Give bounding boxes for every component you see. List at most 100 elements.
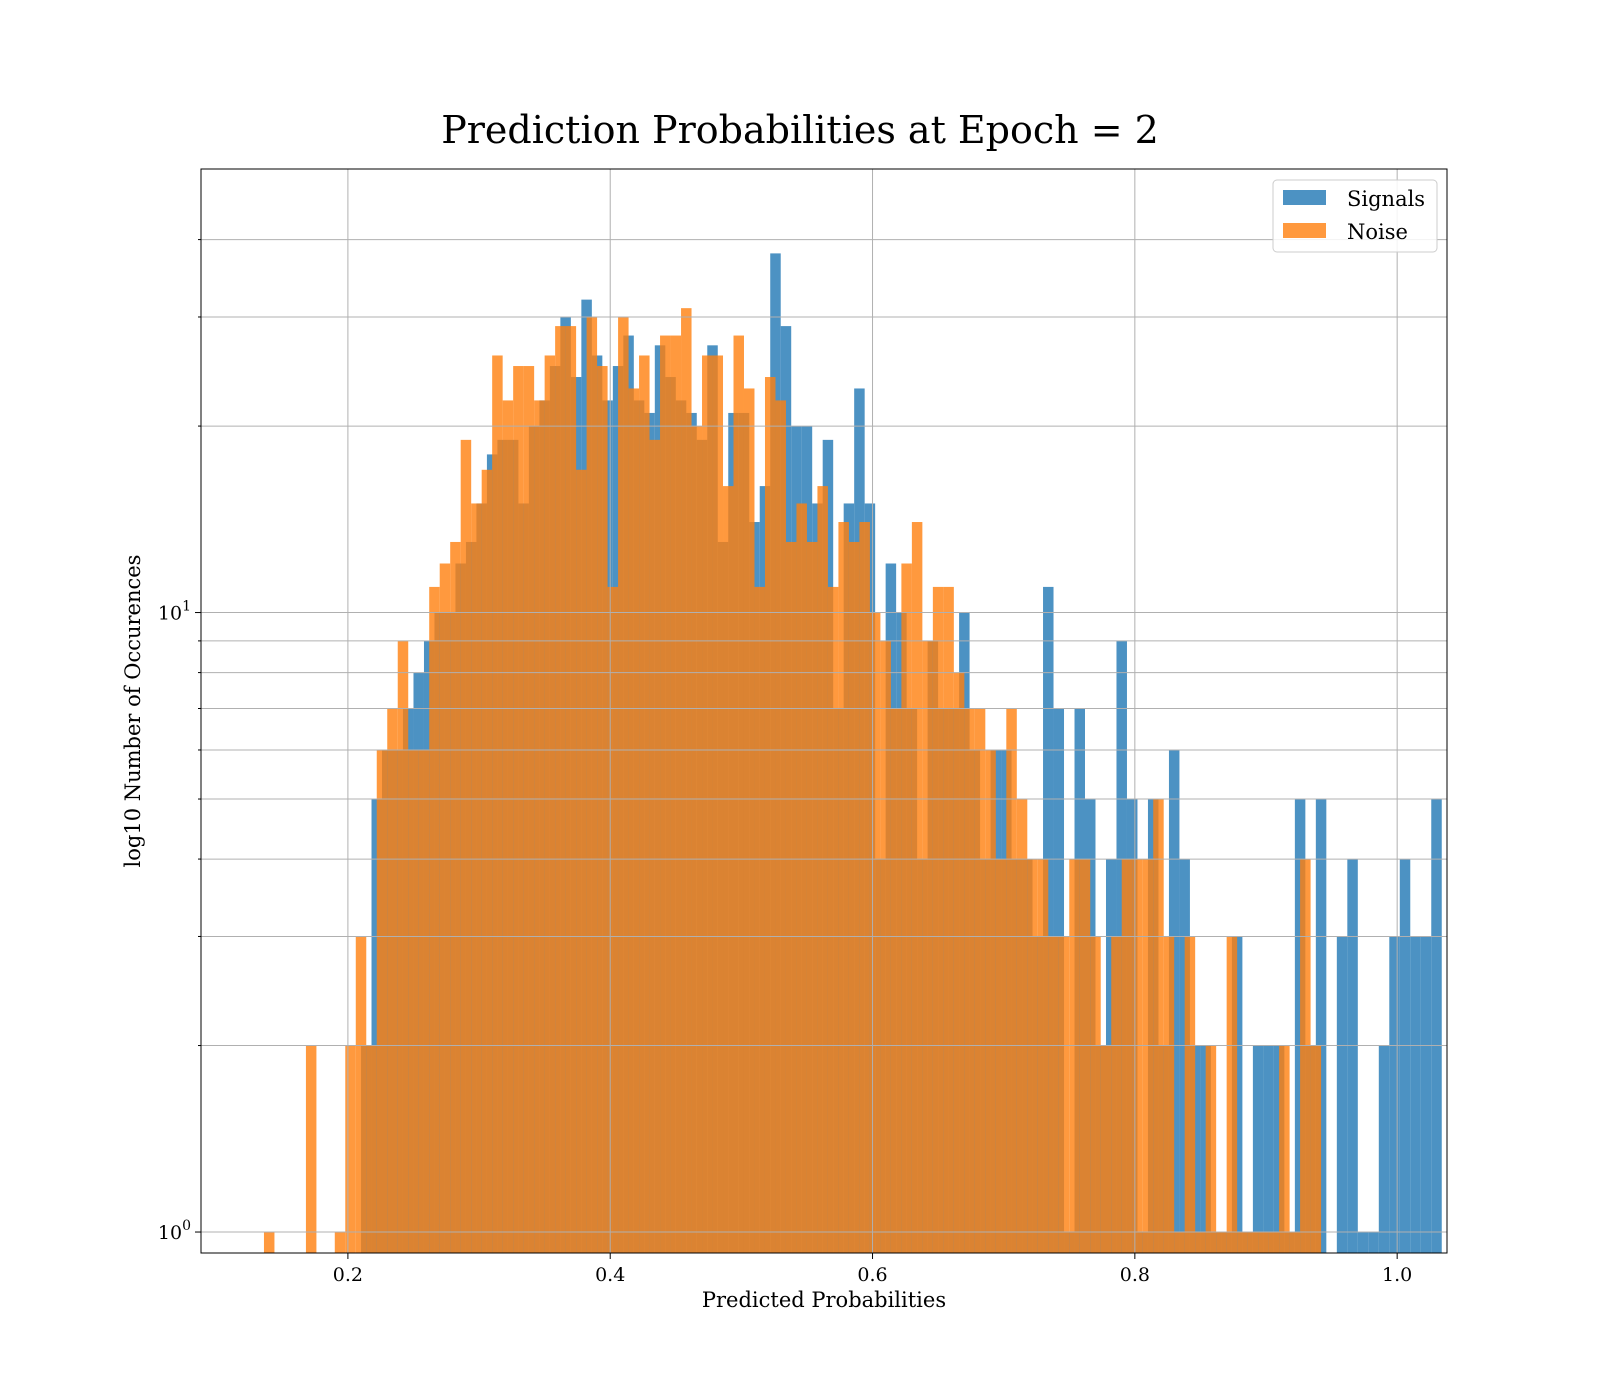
legend-swatch-signals (1283, 190, 1326, 205)
signals-bar (1200, 1045, 1211, 1253)
noise-bar (334, 1232, 346, 1253)
noise-bar (471, 503, 482, 1254)
signals-bar (990, 749, 1002, 1253)
noise-bar (481, 469, 493, 1253)
signals-bar (665, 377, 676, 1253)
noise-bar (649, 439, 661, 1253)
noise-bar (922, 640, 933, 1253)
noise-bar (502, 400, 514, 1253)
noise-bar (305, 1045, 317, 1253)
noise-bar (607, 586, 619, 1253)
signals-bar (1410, 936, 1421, 1253)
noise-bar (691, 426, 703, 1253)
signals-bar (1368, 1232, 1379, 1253)
y-axis-label: log10 Number of Occurences (121, 555, 145, 868)
signals-bar (749, 522, 760, 1253)
noise-bar (1111, 936, 1122, 1253)
noise-bar (848, 541, 860, 1253)
noise-bar (953, 672, 965, 1253)
x-tick-label: 0.8 (1120, 1264, 1150, 1286)
signals-bar (1431, 799, 1442, 1253)
signals-bar (1357, 1232, 1369, 1253)
noise-bar (639, 355, 650, 1254)
noise-bar (523, 366, 535, 1253)
signals-bar (507, 439, 519, 1253)
noise-bar (681, 308, 692, 1253)
noise-bar (565, 326, 577, 1254)
signals-bar (1389, 936, 1400, 1253)
noise-bar (743, 388, 755, 1254)
noise-bar (1153, 799, 1164, 1253)
noise-bar (859, 522, 870, 1253)
signals-bar (1420, 936, 1432, 1253)
signals-bar (1347, 859, 1358, 1253)
noise-bar (785, 541, 797, 1253)
noise-bar (1268, 1232, 1280, 1253)
noise-bar (827, 586, 839, 1253)
noise-bar (366, 1045, 377, 1253)
signals-bar (948, 708, 960, 1253)
noise-bar (345, 1045, 356, 1253)
signals-bar (1147, 799, 1159, 1253)
signals-bar (833, 708, 844, 1253)
x-tick-label: 0.6 (857, 1264, 887, 1286)
noise-bar (754, 586, 765, 1253)
signals-bar (1168, 749, 1180, 1253)
noise-bar (974, 708, 986, 1253)
noise-bar (1027, 859, 1038, 1253)
noise-bar (1184, 936, 1196, 1253)
signals-bar (1273, 1045, 1285, 1253)
noise-bar (534, 400, 545, 1253)
noise-bar (1237, 1232, 1248, 1253)
noise-bar (838, 522, 849, 1253)
noise-bar (964, 708, 975, 1253)
noise-bar (492, 355, 503, 1254)
noise-bar (418, 749, 430, 1253)
signals-bar (633, 400, 645, 1253)
noise-bar (1195, 1232, 1206, 1253)
signals-bar (1064, 1232, 1075, 1253)
noise-bar (1163, 936, 1175, 1253)
noise-bar (880, 640, 891, 1253)
noise-bar (890, 708, 902, 1253)
noise-bar (263, 1232, 275, 1253)
noise-bar (702, 355, 713, 1254)
noise-bar (1279, 1045, 1290, 1253)
noise-bar (618, 316, 629, 1254)
noise-bar (775, 400, 786, 1253)
legend-swatch-noise (1283, 223, 1326, 238)
signals-bar (1263, 1045, 1274, 1253)
noise-bar (817, 486, 828, 1254)
plot-area (200, 168, 1448, 1254)
noise-bar (733, 335, 744, 1253)
y-axis-ticks: 100 101 (158, 239, 201, 1244)
noise-bar (670, 335, 682, 1253)
signals-bar (465, 541, 477, 1253)
noise-bar (796, 503, 807, 1254)
noise-bar (576, 469, 587, 1253)
noise-bar (1226, 936, 1238, 1253)
noise-bar (597, 366, 608, 1253)
legend: Signals Noise (1272, 179, 1438, 253)
plot-frame (200, 168, 1448, 1254)
noise-bar (1205, 1045, 1217, 1253)
noise-bar (1216, 1232, 1227, 1253)
noise-bar (1174, 1232, 1185, 1253)
noise-bar (932, 586, 944, 1253)
noise-bar (450, 541, 461, 1253)
noise-bar (712, 355, 724, 1254)
signals-bar (1105, 859, 1117, 1253)
noise-bar (1142, 859, 1154, 1253)
noise-bar (460, 439, 472, 1253)
noise-bar (995, 859, 1007, 1253)
noise-bar (764, 377, 776, 1253)
noise-bar (1058, 936, 1070, 1253)
noise-bar (1310, 1045, 1322, 1253)
signals-bar (1252, 1045, 1264, 1253)
noise-bar (408, 749, 419, 1253)
noise-bar (806, 541, 818, 1253)
signals-bar (906, 708, 918, 1253)
noise-bar (1132, 859, 1143, 1253)
noise-bar (660, 335, 671, 1253)
